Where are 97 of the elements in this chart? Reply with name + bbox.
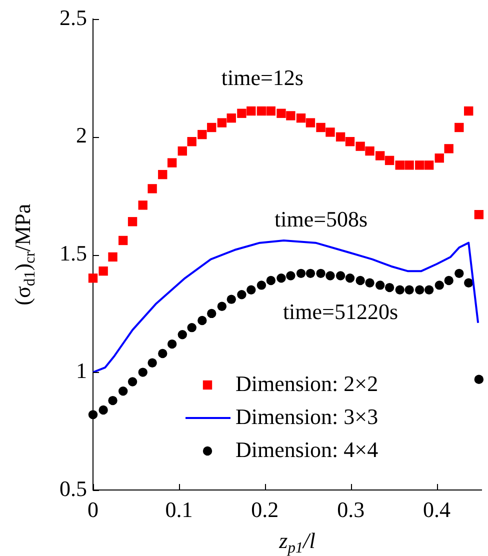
point — [98, 266, 108, 276]
point — [276, 108, 286, 118]
point — [306, 268, 316, 278]
point — [345, 137, 355, 146]
point — [118, 236, 128, 246]
y-tick-label: 0.5 — [60, 476, 87, 501]
point — [296, 268, 306, 278]
point — [237, 108, 246, 118]
point — [276, 274, 286, 283]
point — [187, 137, 196, 146]
point — [365, 146, 374, 156]
point — [266, 276, 276, 286]
point — [444, 276, 454, 286]
point — [286, 111, 296, 120]
point — [178, 330, 187, 340]
point — [256, 280, 266, 290]
point — [404, 285, 414, 295]
point — [434, 280, 444, 290]
point — [98, 405, 108, 415]
point — [217, 302, 227, 311]
point — [464, 106, 474, 116]
y-tick-label: 1.5 — [60, 240, 87, 266]
point — [88, 274, 98, 283]
point — [375, 151, 385, 160]
point — [207, 308, 216, 318]
point — [326, 128, 335, 137]
point — [118, 386, 128, 396]
point — [345, 274, 355, 283]
point — [148, 184, 157, 194]
point — [434, 153, 444, 163]
point — [167, 339, 177, 349]
point — [424, 160, 434, 170]
point — [384, 156, 394, 166]
point — [375, 280, 385, 290]
point — [464, 278, 474, 288]
y-axis-title: (σd1)cr/MPa — [10, 204, 39, 306]
point — [198, 316, 207, 326]
point — [256, 106, 266, 116]
legend-label: Dimension: 2×2 — [236, 370, 378, 396]
point — [404, 160, 414, 170]
x-tick-label: 0 — [88, 496, 98, 522]
x-tick-label: 0.1 — [165, 496, 193, 522]
annotation: time=508s — [274, 206, 368, 232]
y-tick-label: 2.5 — [60, 4, 87, 30]
point — [217, 118, 227, 128]
point — [286, 271, 296, 280]
x-tick-label: 0.4 — [423, 496, 451, 522]
point — [415, 160, 424, 170]
x-tick-label: 0.2 — [251, 496, 279, 522]
point — [316, 122, 326, 132]
point — [237, 290, 246, 300]
point — [424, 285, 434, 295]
point — [474, 374, 484, 384]
point — [167, 158, 177, 168]
point — [395, 285, 404, 295]
point — [316, 268, 326, 278]
point — [384, 282, 394, 292]
point — [128, 377, 138, 386]
legend-label: Dimension: 4×4 — [236, 436, 378, 462]
point — [108, 252, 118, 262]
point — [454, 268, 464, 278]
annotation: time=51220s — [282, 299, 398, 324]
point — [454, 122, 464, 132]
point — [415, 285, 424, 295]
annotation: time=12s — [221, 65, 304, 90]
point — [474, 210, 484, 220]
x-tick-label: 0.3 — [337, 496, 365, 522]
y-tick-label: 2 — [76, 122, 87, 148]
legend-label: Dimension: 3×3 — [236, 404, 378, 429]
y-tick-label: 1 — [76, 358, 87, 384]
point — [336, 132, 346, 142]
point — [246, 285, 256, 295]
point — [336, 271, 346, 280]
point — [326, 271, 335, 280]
point — [246, 106, 256, 116]
point — [198, 130, 207, 140]
point — [138, 200, 148, 210]
point — [187, 322, 196, 332]
point — [296, 113, 306, 123]
point — [108, 396, 118, 406]
point — [444, 144, 454, 154]
point — [178, 146, 187, 156]
point — [158, 348, 168, 358]
point — [306, 118, 316, 128]
point — [356, 142, 365, 151]
point — [138, 368, 148, 377]
point — [226, 113, 236, 123]
point — [395, 160, 404, 170]
point — [88, 410, 98, 420]
point — [148, 358, 157, 368]
point — [226, 294, 236, 304]
point — [158, 170, 168, 180]
point — [266, 106, 276, 116]
point — [128, 217, 138, 226]
point — [365, 278, 374, 288]
point — [207, 122, 216, 132]
point — [356, 276, 365, 286]
